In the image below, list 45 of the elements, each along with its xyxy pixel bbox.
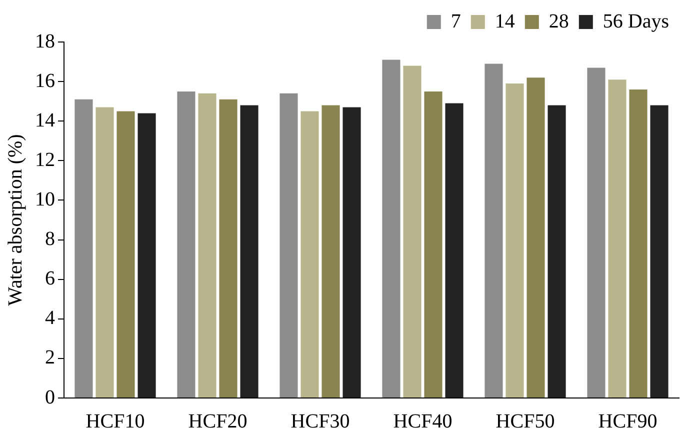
- y-tick-label: 12: [35, 148, 55, 171]
- y-tick-label: 14: [35, 109, 55, 132]
- y-tick-label: 0: [45, 386, 55, 408]
- bar: [342, 107, 361, 398]
- y-tick-label: 18: [35, 30, 55, 52]
- bar: [177, 91, 196, 398]
- bar: [484, 64, 503, 398]
- bar: [116, 111, 135, 398]
- x-tick-label: HCF90: [598, 410, 658, 432]
- bar: [219, 99, 238, 398]
- bar: [650, 105, 668, 398]
- bar: [280, 93, 298, 398]
- bar: [403, 66, 422, 398]
- legend-label: 7: [450, 10, 461, 32]
- bar: [300, 111, 319, 398]
- bar: [240, 105, 258, 398]
- bar: [96, 107, 114, 398]
- y-tick-label: 4: [45, 307, 55, 330]
- y-tick-label: 8: [45, 228, 55, 250]
- y-axis-title: Water absorption (%): [4, 134, 26, 306]
- bar: [74, 99, 93, 398]
- bar: [526, 78, 545, 398]
- bar: [548, 105, 566, 398]
- bar: [587, 68, 606, 398]
- x-tick-label: HCF50: [496, 410, 555, 432]
- bar: [138, 113, 156, 398]
- x-tick-label: HCF40: [393, 410, 452, 432]
- bar: [382, 60, 400, 398]
- legend-label: 56 Days: [602, 10, 670, 32]
- y-tick-label: 10: [35, 188, 55, 210]
- y-tick-label: 16: [35, 70, 55, 92]
- bar: [445, 103, 464, 398]
- x-tick-label: HCF30: [290, 410, 350, 432]
- bar: [424, 91, 442, 398]
- legend-label: 14: [494, 10, 515, 32]
- y-tick-label: 2: [45, 346, 55, 369]
- x-tick-label: HCF10: [86, 410, 145, 432]
- bar: [629, 89, 648, 398]
- y-tick-label: 6: [45, 268, 55, 290]
- x-tick-label: HCF20: [188, 410, 248, 432]
- bar: [322, 105, 340, 398]
- bar: [608, 80, 626, 398]
- bar: [506, 84, 524, 398]
- bar: [198, 93, 216, 398]
- legend-label: 28: [548, 10, 569, 32]
